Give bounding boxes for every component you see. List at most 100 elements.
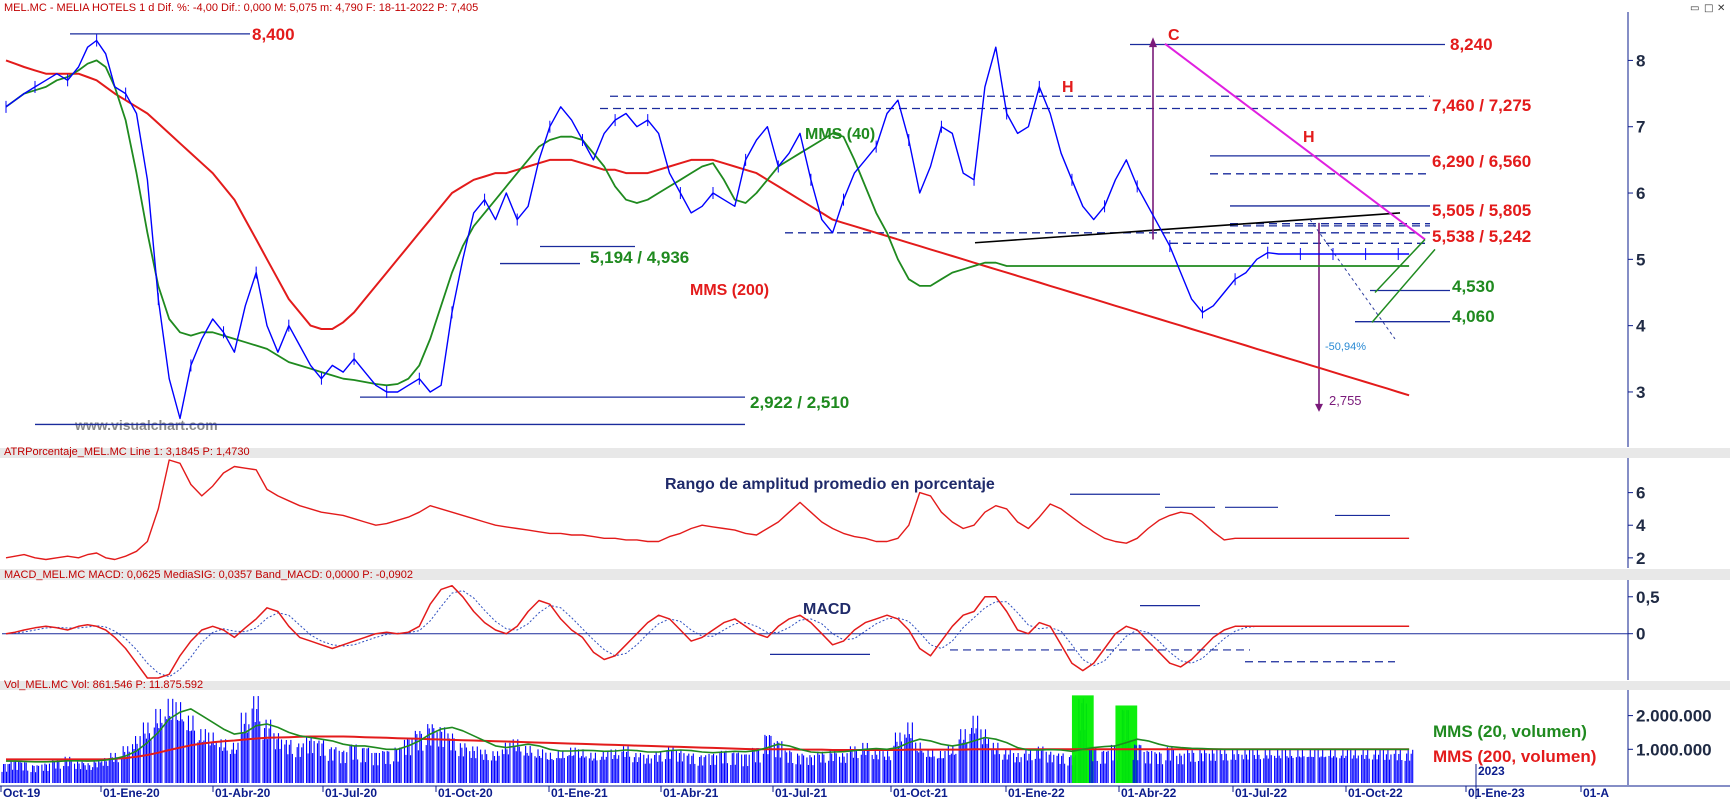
volume-bar <box>650 758 652 783</box>
maximize-control[interactable]: □ <box>1704 3 1713 14</box>
volume-bar <box>958 739 960 783</box>
volume-bar <box>1303 756 1305 783</box>
volume-bar <box>63 765 65 783</box>
volume-bar <box>13 760 15 783</box>
volume-bar <box>803 755 805 783</box>
volume-bar <box>1016 757 1018 783</box>
volume-bar <box>475 758 477 783</box>
volume-bar <box>357 759 359 783</box>
volume-bar <box>860 754 862 783</box>
volume-bar <box>89 765 91 783</box>
volume-bar <box>496 751 499 783</box>
volume-bar <box>498 755 500 783</box>
volume-bar <box>273 733 275 783</box>
volume-bar <box>1157 763 1159 783</box>
volume-bar <box>1051 762 1053 783</box>
volume-bar <box>1168 749 1170 783</box>
volume-bar <box>232 742 235 783</box>
volume-bar <box>1244 749 1246 783</box>
volume-bar <box>1177 764 1179 783</box>
volume-bar <box>1342 749 1344 783</box>
volume-bar <box>12 769 14 783</box>
volume-bar <box>594 752 596 783</box>
volume-bar <box>159 708 161 783</box>
volume-bar <box>1169 760 1171 783</box>
volume-bar <box>256 709 258 783</box>
volume-bar <box>832 761 834 783</box>
volume-bar <box>1202 761 1204 783</box>
volume-bar <box>756 748 758 783</box>
volume-bar <box>1182 764 1184 783</box>
volume-bar <box>147 722 149 783</box>
volume-bar <box>95 762 97 783</box>
volume-bar <box>874 749 876 783</box>
y-tick-label: 4 <box>1636 516 1646 535</box>
minimize-control[interactable]: ▭ <box>1690 3 1699 14</box>
volume-bar <box>70 758 72 783</box>
volume-bar <box>765 736 767 783</box>
volume-bar <box>469 751 471 783</box>
volume-bar <box>448 738 451 783</box>
volume-bar <box>1322 749 1324 783</box>
volume-bar <box>583 757 586 783</box>
chart-annotation: H <box>1303 129 1315 146</box>
volume-bar <box>1238 754 1240 783</box>
volume-bar <box>1197 760 1200 783</box>
volume-bar <box>441 731 443 783</box>
volume-bar <box>548 759 550 783</box>
volume-bar <box>284 744 286 783</box>
volume-bar <box>997 742 999 783</box>
volume-bar <box>938 757 940 783</box>
volume-bar <box>33 765 35 783</box>
volume-bar <box>215 742 217 783</box>
volume-bar <box>329 749 331 783</box>
volume-bar <box>42 770 44 783</box>
price-panel-controls[interactable]: ▭ □ ✕ <box>1690 3 1725 14</box>
volume-bar <box>926 756 928 783</box>
price-plot <box>5 33 1450 426</box>
volume-bar <box>276 739 278 783</box>
volume-bar <box>523 755 525 783</box>
volume-bar <box>1398 754 1400 783</box>
volume-bar <box>316 743 319 783</box>
volume-bar <box>144 733 146 783</box>
volume-bar <box>1089 748 1091 783</box>
volume-bar <box>655 751 657 783</box>
volume-bar <box>888 756 890 783</box>
volume-bar <box>559 758 561 783</box>
volume-bar <box>964 729 966 783</box>
volume-bar <box>1137 760 1139 783</box>
volume-bar <box>231 749 233 783</box>
volume-bar <box>461 747 463 783</box>
volume-bar <box>1224 749 1226 783</box>
x-tick-label: 01-Oct-20 <box>438 786 493 799</box>
volume-bar <box>1028 753 1030 783</box>
volume-bar <box>742 766 744 783</box>
volume-bar <box>759 762 761 783</box>
volume-bar <box>762 753 764 783</box>
volume-bar <box>1379 749 1381 783</box>
volume-bar <box>393 761 395 783</box>
volume-bar <box>1233 754 1235 783</box>
volume-bar <box>646 758 648 783</box>
volume-bar <box>507 754 509 783</box>
volume-bar <box>1225 753 1227 783</box>
volume-bar <box>21 762 23 783</box>
volume-bar <box>899 732 901 783</box>
volume-bar <box>1308 756 1310 783</box>
volume-bar <box>936 758 938 783</box>
close-control[interactable]: ✕ <box>1717 3 1725 14</box>
volume-bar <box>900 741 903 783</box>
volume-bar <box>1040 750 1042 783</box>
volume-bar <box>472 746 474 783</box>
y-tick-label: 4 <box>1636 317 1646 336</box>
volume-bar <box>1009 749 1011 783</box>
volume-bar <box>700 755 702 783</box>
volume-bar <box>464 743 466 783</box>
volume-bar <box>820 762 822 783</box>
volume-bar <box>726 763 729 783</box>
volume-bar <box>1219 749 1221 783</box>
volume-bar <box>531 752 533 783</box>
volume-bar <box>731 753 733 783</box>
volume-bar <box>220 739 222 783</box>
